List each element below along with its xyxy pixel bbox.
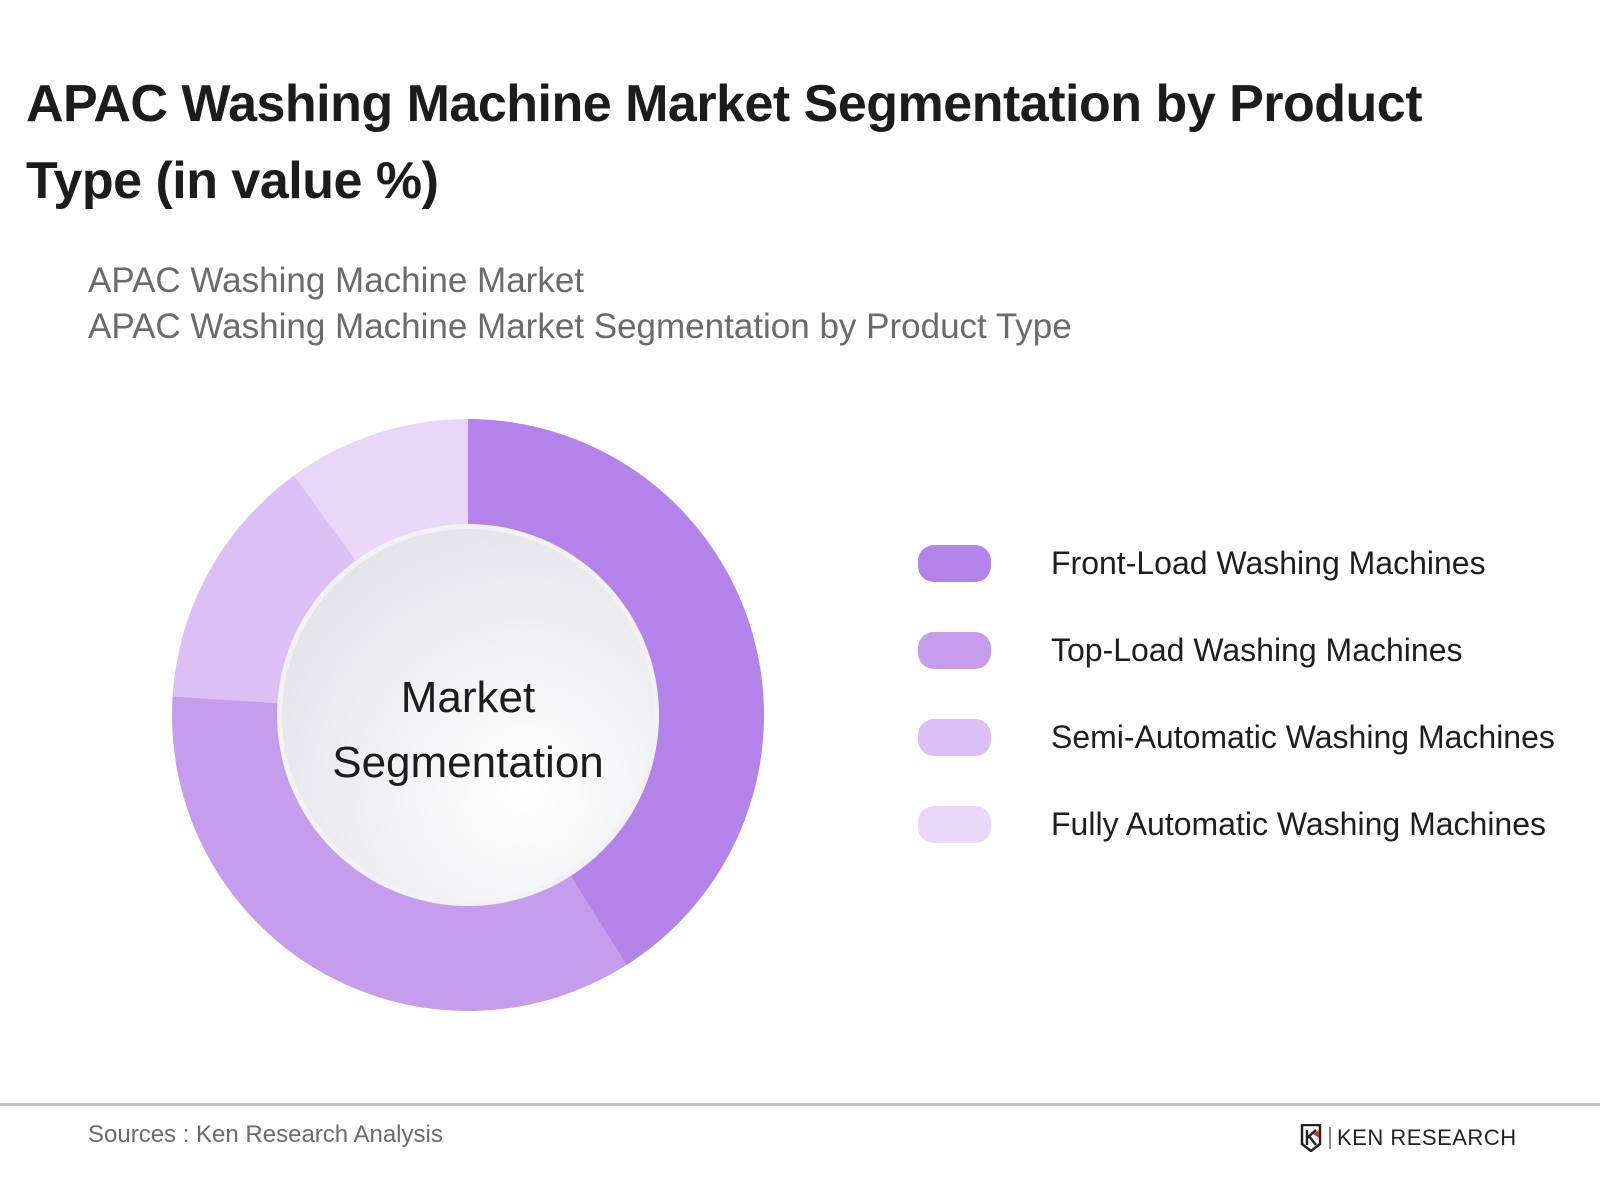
chart-subtitle: APAC Washing Machine Market APAC Washing…	[88, 258, 1072, 350]
subtitle-line-1: APAC Washing Machine Market	[88, 261, 585, 300]
sources-note: Sources : Ken Research Analysis	[88, 1121, 443, 1148]
legend-swatch	[918, 806, 991, 843]
legend-label: Front-Load Washing Machines	[1051, 545, 1486, 581]
legend-label: Fully Automatic Washing Machines	[1051, 806, 1547, 842]
ken-research-logo: KEN RESEARCH	[1300, 1124, 1517, 1152]
legend-item-semi-automatic: Semi-Automatic Washing Machines	[918, 694, 1555, 781]
inner-circle	[282, 529, 654, 901]
donut-center-label: Market Segmentation	[332, 673, 604, 787]
legend-item-top-load: Top-Load Washing Machines	[918, 607, 1555, 694]
legend-label: Semi-Automatic Washing Machines	[1051, 719, 1555, 755]
legend-swatch	[918, 719, 991, 756]
footer-divider	[0, 1103, 1600, 1106]
chart-legend: Front-Load Washing Machines Top-Load Was…	[918, 520, 1555, 868]
logo-separator	[1329, 1127, 1331, 1149]
legend-item-front-load: Front-Load Washing Machines	[918, 520, 1555, 607]
legend-item-fully-automatic: Fully Automatic Washing Machines	[918, 781, 1555, 868]
logo-text: KEN RESEARCH	[1337, 1125, 1517, 1150]
subtitle-line-2: APAC Washing Machine Market Segmentation…	[88, 307, 1072, 346]
legend-swatch	[918, 545, 991, 582]
page-title: APAC Washing Machine Market Segmentation…	[26, 75, 1423, 210]
legend-swatch	[918, 632, 991, 669]
legend-label: Top-Load Washing Machines	[1051, 632, 1463, 668]
ken-logo-icon	[1300, 1124, 1322, 1152]
